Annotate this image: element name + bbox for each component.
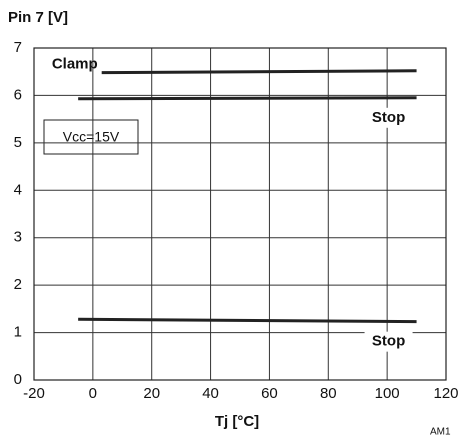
x-tick-label: 100 bbox=[375, 385, 400, 402]
annotation-box bbox=[43, 119, 139, 155]
annotation: Vcc=15V bbox=[63, 129, 120, 145]
x-tick-label: 40 bbox=[202, 385, 219, 402]
label-background bbox=[364, 107, 413, 128]
x-tick-label: -20 bbox=[23, 385, 45, 402]
series-line bbox=[101, 69, 417, 75]
y-tick-label: 3 bbox=[14, 229, 22, 246]
series-line bbox=[78, 96, 417, 101]
series-label: Stop bbox=[372, 333, 405, 350]
y-tick-label: 4 bbox=[14, 181, 22, 198]
series-line bbox=[78, 317, 417, 324]
annotation: AM1 bbox=[430, 427, 451, 435]
label-background bbox=[364, 331, 413, 352]
x-tick-label: 0 bbox=[89, 385, 97, 402]
y-tick-label: 0 bbox=[14, 371, 22, 388]
plot-border bbox=[33, 47, 447, 381]
y-tick-label: 5 bbox=[14, 134, 22, 151]
y-tick-label: 7 bbox=[14, 39, 22, 56]
x-tick-label: 80 bbox=[320, 385, 337, 402]
y-tick-label: 2 bbox=[14, 276, 22, 293]
series-label: Clamp bbox=[52, 56, 98, 73]
y-tick-label: 6 bbox=[14, 86, 22, 103]
x-tick-label: 20 bbox=[143, 385, 160, 402]
x-tick-label: 120 bbox=[433, 385, 458, 402]
x-axis-label: Tj [°C] bbox=[215, 413, 259, 430]
y-tick-label: 1 bbox=[14, 324, 22, 341]
x-tick-label: 60 bbox=[261, 385, 278, 402]
series-label: Stop bbox=[372, 109, 405, 126]
chart-title: Pin 7 [V] bbox=[8, 9, 68, 26]
